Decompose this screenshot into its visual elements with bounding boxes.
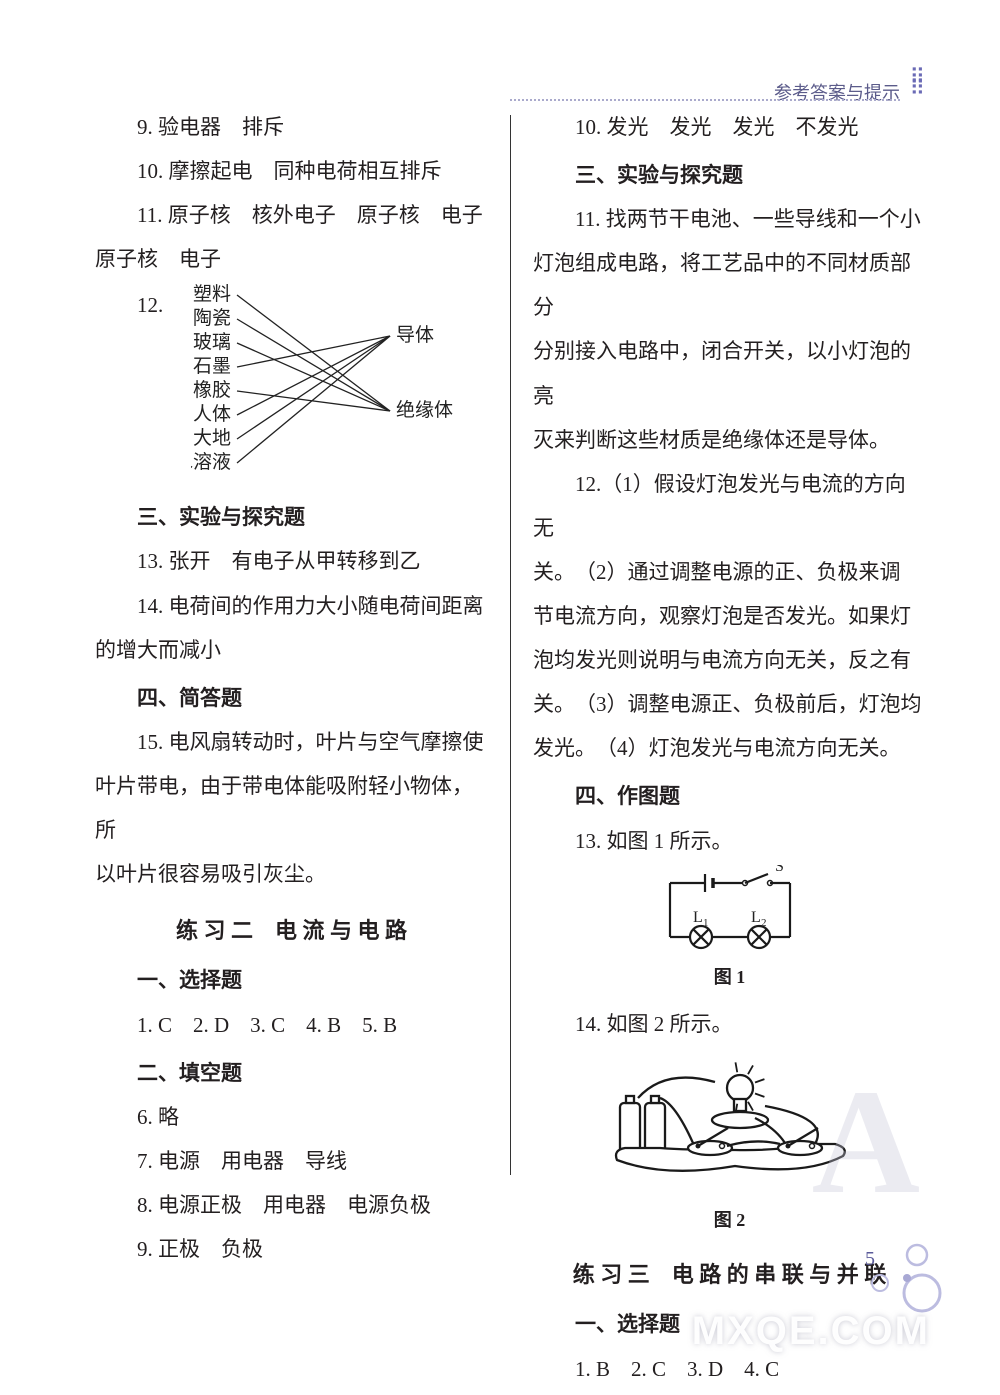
r-11d: 灭来判断这些材质是绝缘体还是导体。 bbox=[533, 418, 926, 462]
svg-text:食盐水溶液: 食盐水溶液 bbox=[191, 451, 231, 473]
ex2-6: 6. 略 bbox=[95, 1095, 488, 1139]
r-11c: 分别接入电路中，闭合开关，以小灯泡的亮 bbox=[533, 329, 926, 417]
fig1-caption: 图 1 bbox=[533, 959, 926, 997]
r-12e: 关。 （3）调整电源正、负极前后，灯泡均 bbox=[533, 682, 926, 726]
left-column: 9. 验电器 排斥 10. 摩擦起电 同种电荷相互排斥 11. 原子核 核外电子… bbox=[95, 105, 500, 1391]
exercise-2-title: 练 习 二 电 流 与 电 路 bbox=[95, 908, 488, 954]
ex2-sec2: 二、填空题 bbox=[95, 1051, 488, 1095]
ans-14b: 的增大而减小 bbox=[95, 628, 488, 672]
r-12b: 关。 （2）通过调整电源的正、负极来调 bbox=[533, 550, 926, 594]
svg-text:橡胶: 橡胶 bbox=[193, 379, 231, 401]
r-sec4: 四、作图题 bbox=[533, 774, 926, 818]
r-12f: 发光。 （4）灯泡发光与电流方向无关。 bbox=[533, 726, 926, 770]
ans-9: 9. 验电器 排斥 bbox=[95, 105, 488, 149]
svg-text:L: L bbox=[693, 909, 703, 926]
svg-text:导体: 导体 bbox=[396, 324, 434, 346]
ans-15a: 15. 电风扇转动时，叶片与空气摩擦使 bbox=[95, 720, 488, 764]
r-12c: 节电流方向，观察灯泡是否发光。如果灯 bbox=[533, 594, 926, 638]
ans-15c: 以叶片很容易吸引灰尘。 bbox=[95, 852, 488, 896]
r-11b: 灯泡组成电路，将工艺品中的不同材质部分 bbox=[533, 241, 926, 329]
ans-14a: 14. 电荷间的作用力大小随电荷间距离 bbox=[95, 584, 488, 628]
svg-text:塑料: 塑料 bbox=[193, 283, 231, 305]
ex2-mc: 1. C 2. D 3. C 4. B 5. B bbox=[95, 1003, 488, 1047]
r-12a: 12.（1）假设灯泡发光与电流的方向无 bbox=[533, 462, 926, 550]
figure-2-wrap: 图 2 bbox=[533, 1048, 926, 1240]
r-sec3: 三、实验与探究题 bbox=[533, 153, 926, 197]
svg-text:玻璃: 玻璃 bbox=[193, 331, 231, 353]
ans-11b: 原子核 电子 bbox=[95, 237, 488, 281]
circuit-diagram-1: SL1L2 bbox=[645, 865, 815, 955]
svg-text:1: 1 bbox=[703, 917, 709, 929]
ans-15b: 叶片带电，由于带电体能吸附轻小物体，所 bbox=[95, 764, 488, 852]
header-dots-icon: ⠿⠿ bbox=[910, 72, 923, 93]
page-number: 5 bbox=[865, 1238, 875, 1280]
ans-10: 10. 摩擦起电 同种电荷相互排斥 bbox=[95, 149, 488, 193]
watermark-site: MXQE.COM bbox=[692, 1289, 930, 1373]
ans-11a: 11. 原子核 核外电子 原子核 电子 bbox=[95, 193, 488, 237]
r-11a: 11. 找两节干电池、一些导线和一个小 bbox=[533, 197, 926, 241]
ex2-sec1: 一、选择题 bbox=[95, 958, 488, 1002]
r-12d: 泡均发光则说明与电流方向无关，反之有 bbox=[533, 638, 926, 682]
q12-row: 12. 塑料陶瓷玻璃石墨橡胶人体大地食盐水溶液 导体绝缘体 bbox=[95, 281, 488, 491]
ans-13: 13. 张开 有电子从甲转移到乙 bbox=[95, 539, 488, 583]
header-title: 参考答案与提示 bbox=[774, 75, 900, 113]
r-14: 14. 如图 2 所示。 bbox=[533, 1002, 926, 1046]
svg-text:S: S bbox=[775, 865, 784, 875]
column-divider bbox=[510, 115, 511, 1175]
circuit-drawing-2 bbox=[605, 1048, 855, 1198]
section-4-title: 四、简答题 bbox=[95, 676, 488, 720]
page: 参考答案与提示 ⠿⠿ 9. 验电器 排斥 10. 摩擦起电 同种电荷相互排斥 1… bbox=[0, 0, 1000, 1395]
ex2-9: 9. 正极 负极 bbox=[95, 1227, 488, 1271]
svg-text:2: 2 bbox=[761, 917, 767, 929]
svg-text:陶瓷: 陶瓷 bbox=[193, 307, 231, 329]
two-column-layout: 9. 验电器 排斥 10. 摩擦起电 同种电荷相互排斥 11. 原子核 核外电子… bbox=[95, 105, 930, 1391]
right-column: 10. 发光 发光 发光 不发光 三、实验与探究题 11. 找两节干电池、一些导… bbox=[521, 105, 926, 1391]
svg-text:L: L bbox=[751, 909, 761, 926]
ex2-7: 7. 电源 用电器 导线 bbox=[95, 1139, 488, 1183]
q12-num: 12. bbox=[137, 281, 163, 327]
svg-text:大地: 大地 bbox=[193, 427, 231, 449]
svg-text:绝缘体: 绝缘体 bbox=[396, 399, 453, 421]
section-3-title: 三、实验与探究题 bbox=[95, 495, 488, 539]
matching-diagram: 塑料陶瓷玻璃石墨橡胶人体大地食盐水溶液 导体绝缘体 bbox=[191, 281, 461, 491]
figure-1-wrap: SL1L2 图 1 bbox=[533, 865, 926, 997]
header-underline bbox=[510, 99, 900, 101]
svg-text:石墨: 石墨 bbox=[193, 356, 231, 377]
r-13: 13. 如图 1 所示。 bbox=[533, 819, 926, 863]
ex2-8: 8. 电源正极 用电器 电源负极 bbox=[95, 1183, 488, 1227]
svg-text:人体: 人体 bbox=[193, 403, 231, 425]
